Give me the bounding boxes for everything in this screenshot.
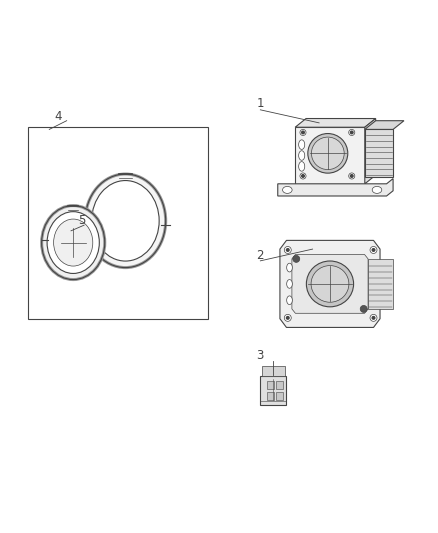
Text: 3: 3 [257, 349, 264, 362]
Circle shape [349, 130, 355, 135]
Ellipse shape [299, 151, 305, 160]
Ellipse shape [42, 206, 105, 279]
Polygon shape [280, 240, 380, 327]
Ellipse shape [85, 174, 166, 268]
Bar [28, 127, 208, 319]
Ellipse shape [283, 187, 292, 193]
Circle shape [372, 317, 375, 319]
Text: 5: 5 [78, 214, 85, 227]
Circle shape [293, 255, 300, 262]
Circle shape [286, 249, 289, 251]
Polygon shape [295, 118, 376, 127]
Circle shape [284, 246, 291, 254]
Circle shape [372, 249, 375, 251]
Circle shape [300, 173, 306, 179]
Ellipse shape [47, 212, 99, 273]
Ellipse shape [308, 134, 348, 173]
Circle shape [302, 175, 304, 177]
Polygon shape [365, 130, 393, 177]
Ellipse shape [306, 261, 353, 307]
Circle shape [286, 317, 289, 319]
Ellipse shape [53, 219, 93, 266]
Polygon shape [278, 179, 393, 196]
Polygon shape [365, 120, 404, 130]
Circle shape [370, 314, 377, 321]
Circle shape [360, 305, 367, 312]
Ellipse shape [311, 265, 349, 302]
Ellipse shape [287, 296, 292, 304]
Ellipse shape [299, 140, 305, 149]
Ellipse shape [92, 181, 159, 261]
Ellipse shape [287, 279, 292, 288]
Text: 2: 2 [257, 249, 264, 262]
Circle shape [284, 314, 291, 321]
Bar [267, 392, 274, 400]
Bar [368, 259, 393, 309]
Polygon shape [295, 127, 365, 184]
Circle shape [349, 173, 355, 179]
Circle shape [302, 131, 304, 134]
Circle shape [350, 131, 353, 134]
Text: 4: 4 [54, 110, 62, 123]
Polygon shape [365, 118, 376, 184]
Ellipse shape [287, 263, 292, 272]
Bar [260, 376, 286, 405]
Ellipse shape [372, 187, 382, 193]
Circle shape [300, 130, 306, 135]
Circle shape [370, 246, 377, 254]
Text: 1: 1 [257, 97, 264, 110]
Bar [276, 392, 283, 400]
Ellipse shape [311, 137, 344, 169]
Ellipse shape [299, 161, 305, 171]
Bar [262, 366, 285, 376]
Polygon shape [292, 255, 368, 313]
Bar [276, 381, 283, 390]
Bar [267, 381, 274, 390]
Circle shape [350, 175, 353, 177]
